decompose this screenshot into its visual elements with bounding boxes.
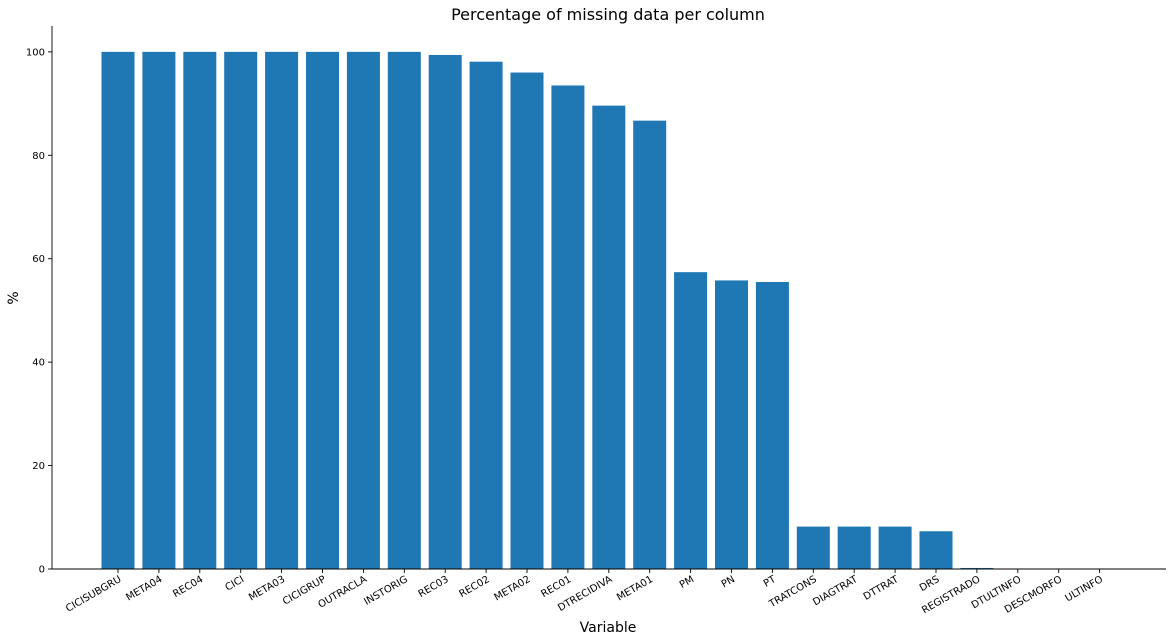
x-tick-label: DRS	[918, 574, 942, 594]
bar-pt	[755, 281, 789, 569]
bar-registrado	[960, 567, 994, 569]
x-tick-label: DTTRAT	[862, 574, 902, 603]
bar-drs	[919, 531, 953, 569]
x-tick-label: DIAGTRAT	[811, 574, 860, 609]
bar-diagtrat	[837, 526, 871, 569]
bar-pm	[674, 272, 708, 569]
bar-meta04	[142, 51, 176, 570]
bar-meta01	[633, 120, 667, 569]
x-axis-label: Variable	[580, 620, 637, 636]
x-tick-label: META01	[615, 574, 655, 603]
x-tick-label: PM	[678, 574, 696, 591]
y-tick-label: 60	[32, 254, 45, 265]
x-tick-label: REC04	[171, 574, 205, 600]
y-tick-label: 80	[32, 151, 45, 162]
bar-dttrat	[878, 526, 912, 569]
y-tick-label: 0	[39, 565, 45, 576]
bar-rec04	[183, 51, 217, 570]
bar-cici	[224, 51, 258, 570]
y-axis: 0 20 40 60 80 100	[26, 47, 52, 576]
y-tick-label: 20	[32, 461, 45, 472]
chart-title: Percentage of missing data per column	[451, 5, 765, 24]
x-tick-label: META04	[124, 574, 164, 603]
bar-rec01	[551, 85, 585, 569]
x-tick-label: REC01	[539, 574, 573, 600]
x-tick-label: INSTORIG	[362, 574, 409, 608]
x-tick-label: REC03	[417, 574, 451, 600]
x-axis: CICISUBGRU META04 REC04 CICI META03CICIGRUPO…	[64, 569, 1105, 616]
x-tick-label: CICISUBGRU	[64, 574, 123, 615]
bars-group	[101, 51, 994, 570]
x-tick-label: ULTINFO	[1063, 574, 1105, 604]
x-tick-label: REC02	[458, 574, 492, 600]
bar-tratcons	[796, 526, 830, 569]
bar-instorig	[387, 51, 421, 570]
bar-outracla	[346, 51, 380, 570]
bar-rec02	[469, 61, 503, 570]
x-tick-label: META02	[492, 574, 532, 603]
x-tick-label: CICI	[223, 574, 246, 593]
x-tick-label: PN	[720, 574, 737, 590]
y-tick-label: 40	[32, 358, 45, 369]
bar-dtrecidiva	[592, 105, 626, 569]
bar-meta02	[510, 72, 544, 569]
bar-rec03	[428, 54, 462, 569]
y-tick-label: 100	[26, 47, 45, 58]
x-tick-label: PT	[762, 574, 779, 590]
bar-meta03	[265, 51, 299, 570]
bar-pn	[715, 280, 748, 569]
bar-cicisubgru	[101, 51, 135, 570]
y-axis-label: %	[6, 291, 22, 304]
bar-cicigrup	[306, 51, 339, 570]
